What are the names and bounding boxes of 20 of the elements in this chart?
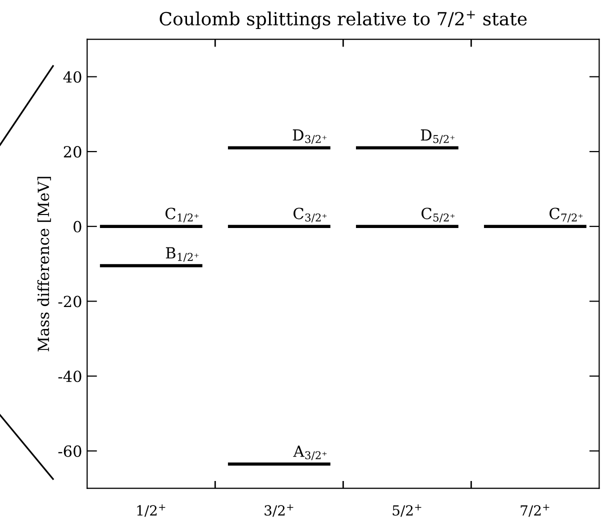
y-tick-label: -20 — [58, 296, 82, 308]
annotation: C$_{1/2⁺}$ — [166, 208, 199, 222]
annotation: A$_{3/2⁺}$ — [293, 446, 327, 460]
annotation: C$_{5/2⁺}$ — [422, 208, 455, 222]
x-tick-label: 5/2$^{+}$ — [392, 504, 422, 517]
annotation: C$_{7/2⁺}$ — [550, 208, 583, 222]
y-tick-label: 0 — [74, 220, 82, 232]
y-tick-label: -40 — [58, 370, 82, 382]
chart-title: Coulomb splittings relative to 7/2$^{+}$ state — [160, 10, 527, 30]
x-tick-label: 1/2$^{+}$ — [137, 504, 166, 517]
y-tick-label: -60 — [58, 445, 82, 457]
y-tick-label: 40 — [63, 71, 82, 83]
y-tick-label: 20 — [64, 146, 82, 158]
y-axis-title: Mass difference [MeV] — [37, 176, 51, 352]
annotation: D$_{3/2⁺}$ — [292, 129, 327, 144]
annotation: C$_{3/2⁺}$ — [294, 208, 327, 222]
x-tick-label: 3/2$^{+}$ — [264, 504, 294, 517]
annotation: D$_{5/2⁺}$ — [420, 129, 455, 144]
annotation: B$_{1/2⁺}$ — [166, 247, 199, 262]
x-tick-label: 7/2$^{+}$ — [520, 504, 550, 517]
